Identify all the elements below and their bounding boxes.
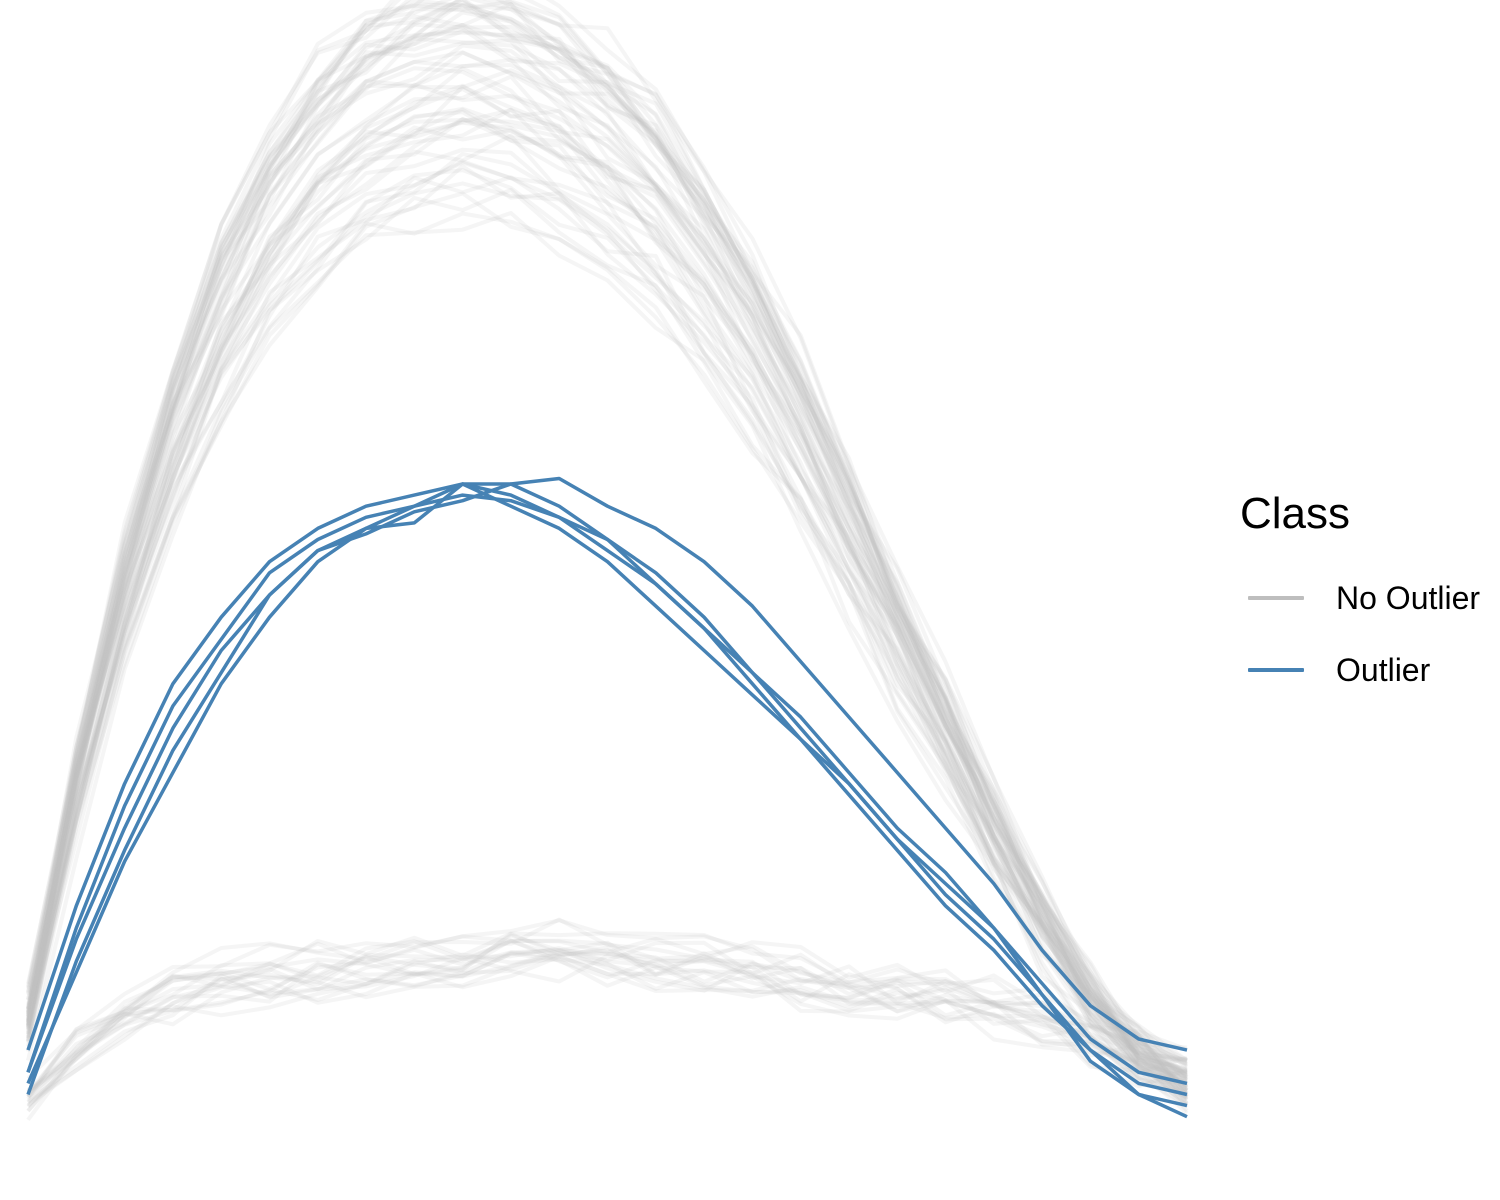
no-outlier-line [26,117,1189,1105]
no-outlier-line [26,0,1188,1086]
no-outlier-line [26,125,1189,1101]
no-outlier-line [26,117,1189,1099]
no-outlier-line [26,23,1188,1077]
no-outlier-line [26,83,1188,1082]
no-outlier-line [26,87,1188,1076]
no-outlier-line [26,133,1189,1109]
no-outlier-line [26,82,1188,1075]
no-outlier-line [26,938,1188,1099]
no-outlier-lines [26,0,1189,1121]
no-outlier-line [26,938,1188,1094]
legend-label-outlier: Outlier [1336,651,1431,688]
no-outlier-line [26,30,1189,1068]
no-outlier-line [26,947,1188,1104]
no-outlier-line [26,107,1188,1107]
no-outlier-line [26,7,1188,1074]
no-outlier-line [26,106,1188,1094]
no-outlier-line [26,939,1188,1113]
no-outlier-line [26,940,1188,1094]
no-outlier-line [26,0,1189,1098]
no-outlier-line [26,0,1188,1062]
no-outlier-line [26,151,1188,1074]
no-outlier-line [26,0,1188,1066]
no-outlier-line [26,949,1188,1099]
no-outlier-line [26,50,1188,1071]
no-outlier-line [26,29,1189,1081]
no-outlier-line [26,57,1188,1072]
outlier-line [26,482,1188,1097]
outlier-line [26,482,1188,1086]
outlier-lines [26,476,1188,1119]
no-outlier-line [26,10,1188,1062]
no-outlier-line [26,0,1189,1069]
no-outlier-line [26,3,1189,1092]
no-outlier-line [26,2,1189,1082]
no-outlier-line [26,108,1189,1078]
no-outlier-line [26,38,1189,1101]
no-outlier-line [26,948,1188,1103]
no-outlier-line [26,917,1188,1101]
no-outlier-line [26,66,1189,1089]
no-outlier-line [26,63,1188,1079]
no-outlier-line [26,951,1188,1121]
no-outlier-line [26,953,1188,1113]
no-outlier-line [26,932,1188,1093]
legend: Class No Outlier Outlier [1240,492,1480,706]
no-outlier-line [26,952,1188,1105]
no-outlier-line [26,22,1189,1089]
no-outlier-line [26,954,1188,1107]
no-outlier-line [26,0,1188,1064]
no-outlier-line [26,120,1188,1090]
no-outlier-line [26,0,1189,1096]
no-outlier-line [26,159,1189,1115]
legend-key-no-outlier [1248,596,1304,600]
outlier-line [26,476,1188,1073]
no-outlier-line [26,147,1188,1080]
legend-label-no-outlier: No Outlier [1336,579,1481,616]
legend-title: Class [1240,489,1351,538]
no-outlier-line [26,0,1188,1076]
no-outlier-line [26,211,1188,1100]
no-outlier-line [26,211,1188,1085]
legend-item-no-outlier: No Outlier [1240,562,1480,634]
no-outlier-line [26,933,1188,1099]
no-outlier-line [26,117,1189,1092]
legend-item-outlier: Outlier [1240,634,1480,706]
no-outlier-line [26,43,1189,1063]
no-outlier-line [26,107,1188,1064]
no-outlier-line [26,50,1188,1072]
no-outlier-line [26,918,1189,1080]
no-outlier-line [26,950,1188,1092]
no-outlier-line [26,74,1188,1062]
no-outlier-line [26,175,1189,1088]
no-outlier-line [26,66,1189,1091]
no-outlier-line [26,27,1188,1073]
no-outlier-line [26,36,1188,1067]
no-outlier-line [26,931,1188,1108]
no-outlier-line [26,951,1188,1109]
legend-key-outlier [1248,668,1304,672]
no-outlier-line [26,22,1189,1100]
no-outlier-line [26,191,1189,1108]
no-outlier-line [26,934,1188,1098]
no-outlier-line [26,84,1188,1084]
no-outlier-line [26,0,1189,1092]
no-outlier-line [26,68,1189,1098]
no-outlier-line [26,0,1189,1079]
no-outlier-line [26,181,1189,1095]
no-outlier-line [26,164,1188,1093]
no-outlier-line [26,947,1188,1096]
no-outlier-line [26,168,1189,1106]
no-outlier-line [26,110,1189,1113]
no-outlier-line [26,0,1188,1075]
no-outlier-line [26,2,1189,1105]
no-outlier-line [26,160,1189,1098]
